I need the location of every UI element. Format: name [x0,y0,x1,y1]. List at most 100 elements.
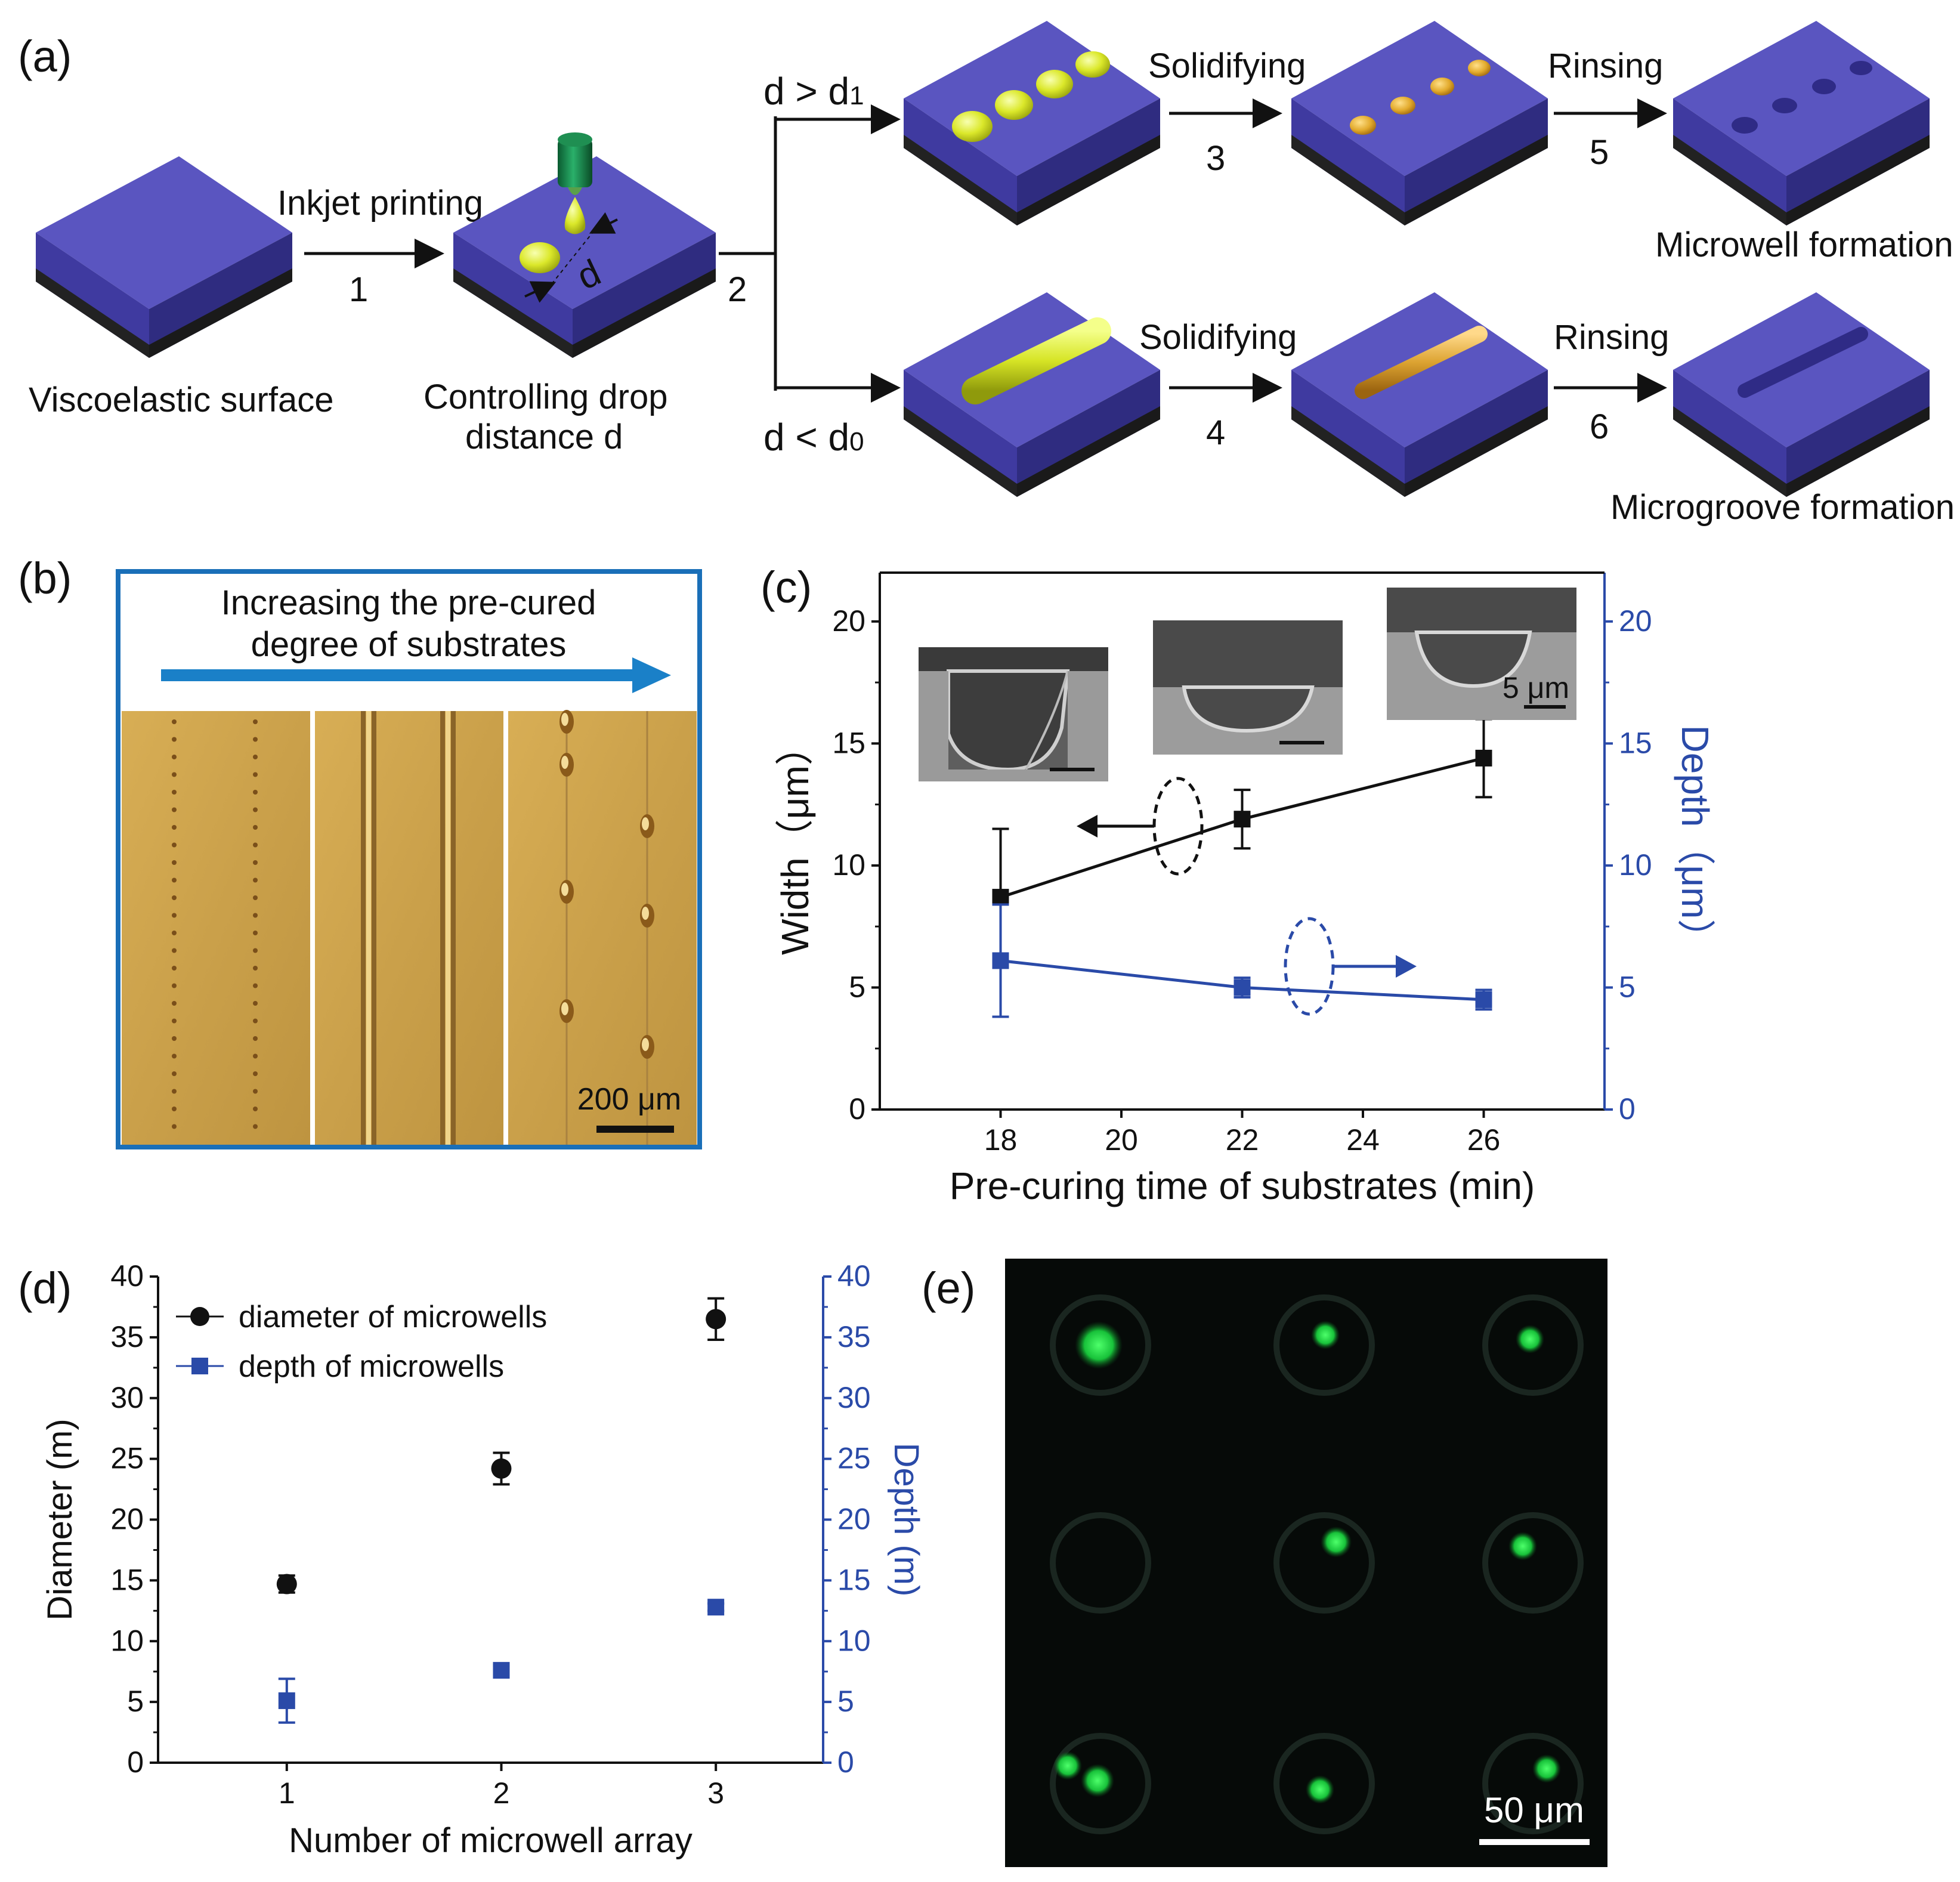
legend-diameter: diameter of microwells [239,1300,547,1334]
y-axis-label-left: Diameter (m) [41,1419,79,1620]
dot-mark [253,1124,258,1129]
y-tick-label-left: 15 [110,1563,144,1596]
y-tick-label-right: 5 [837,1685,854,1718]
y-tick-label-right: 0 [1619,1092,1636,1126]
microwell-ring [1050,1512,1151,1614]
microwell-ring [1273,1294,1375,1396]
sem-inset-3: 5 μm [1387,588,1576,720]
panel-d: (d) 0 0 5 5 10 10 15 15 20 20 25 25 30 30 35 35 40 40 1 2 3N… [18,1259,926,1860]
y-tick-label-right: 40 [837,1259,871,1293]
ellipse-highlight [561,1002,568,1015]
x-tick-label: 24 [1346,1123,1380,1157]
panel-c: (c) 0 0 5 5 10 10 15 15 20 20 18 20 22 24 26 Pre-curing… [760,563,1717,1207]
data-point [491,1458,512,1479]
dot-mark [172,825,177,830]
y-tick-label-right: 10 [1619,848,1652,882]
label-step-3: 3 [1206,139,1225,178]
arrow-left-icon [1077,815,1098,838]
panel-label-b: (b) [18,554,72,603]
x-tick-label: 26 [1467,1123,1501,1157]
label-controlling-drop-2: distance d [465,418,623,456]
data-point [706,1309,727,1330]
dot-mark [172,842,177,848]
dot-mark [172,948,177,953]
label-solidifying-top: Solidifying [1148,47,1306,85]
annot-ellipse-width [1152,777,1204,876]
cell-mark [1075,1321,1123,1369]
x-tick-label: 22 [1226,1123,1259,1157]
dot-mark [253,1071,258,1076]
label-d-less: d < d0 [763,416,864,459]
y-tick-label-right: 5 [1619,970,1636,1003]
dot-mark [253,913,258,918]
slab-bottom-solid [1291,292,1548,497]
annot-ellipse-depth [1284,917,1335,1016]
cell-mark [1053,1751,1082,1780]
dot-mark [253,983,258,988]
dot-mark [172,719,177,724]
dot-mark [172,860,177,865]
dot-mark [253,948,258,953]
microwell-ring [1482,1512,1584,1614]
dot-mark [172,895,177,900]
dot-mark [253,966,258,971]
y-tick-label-right: 20 [837,1503,871,1536]
sem-inset-1 [919,647,1108,781]
y-tick-label-left: 35 [110,1320,144,1353]
dot-mark [172,755,177,759]
dot-mark [253,860,258,865]
dot-mark [172,1089,177,1094]
panel-b-title-2: degree of substrates [251,625,567,664]
y-tick-label-left: 5 [849,970,865,1003]
y-tick-label-left: 20 [110,1503,144,1536]
y-tick-label-right: 25 [837,1442,871,1475]
cell-mark [1532,1754,1561,1783]
label-controlling-drop-1: Controlling drop [423,378,667,416]
dot-mark [253,1107,258,1111]
dot-mark [172,1053,177,1059]
cell-mark [1081,1764,1114,1797]
y-tick-label-left: 20 [832,604,865,638]
x-axis-label: Number of microwell array [289,1821,693,1860]
slab-microgroove [1673,292,1930,497]
data-point [992,889,1009,906]
cell-mark [1306,1775,1334,1804]
dot-mark [172,913,177,918]
y-tick-label-right: 20 [1619,604,1652,638]
panel-b-title-1: Increasing the pre-cured [221,583,596,622]
dot-mark [253,772,258,777]
dot-mark [172,807,177,812]
data-point [493,1662,510,1679]
label-step-5: 5 [1590,133,1609,172]
dot-mark [253,877,258,883]
ellipse-highlight [642,817,649,830]
y-tick-label-left: 10 [832,848,865,882]
data-point [1233,811,1251,828]
slab-printing [453,132,716,358]
dot-mark [253,1053,258,1059]
y-axis-label-left: Width（μm） [774,727,817,955]
micrograph-dots [122,711,310,1145]
data-point [1233,979,1251,996]
panel-b: (b) Increasing the pre-cured degree of s… [18,554,702,1149]
falling-drop [564,197,586,234]
data-point [276,1574,297,1594]
dot-mark [253,1036,258,1041]
label-step-1: 1 [349,270,368,309]
data-point [278,1692,295,1710]
legend-marker-depth [191,1358,208,1374]
label-step-4: 4 [1206,413,1225,452]
panel-label-d: (d) [18,1263,72,1313]
label-solidifying-bottom: Solidifying [1139,318,1297,357]
scale-label-c: 5 μm [1503,671,1569,704]
slab-viscoelastic [36,156,292,358]
y-tick-label-right: 35 [837,1320,871,1353]
x-axis-label: Pre-curing time of substrates (min) [950,1164,1535,1207]
label-microgroove-formation: Microgroove formation [1610,488,1955,527]
label-inkjet-printing: Inkjet printing [277,184,483,222]
dot-mark [172,931,177,935]
label-step-2: 2 [728,270,747,309]
label-viscoelastic-surface: Viscoelastic surface [29,381,334,419]
ellipse-highlight [642,907,649,920]
data-point [1475,749,1492,767]
